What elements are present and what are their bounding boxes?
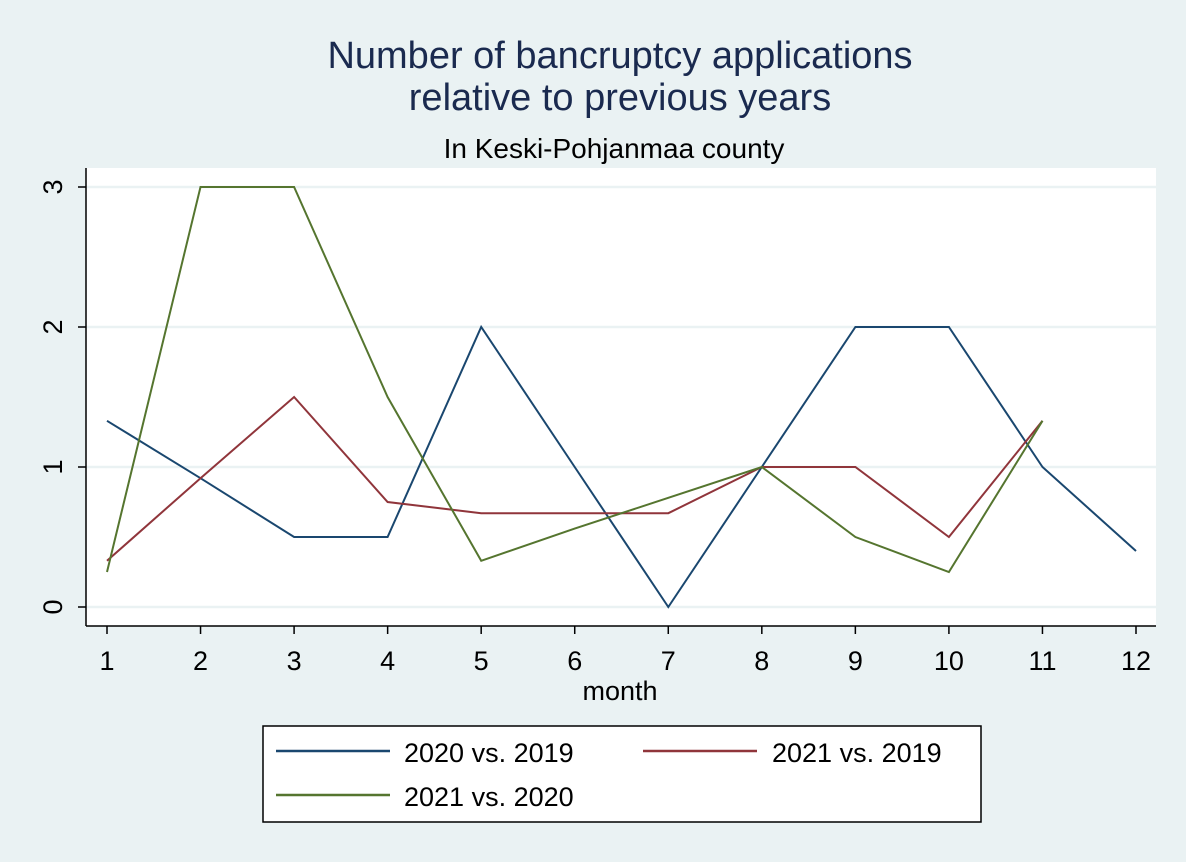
legend: 2020 vs. 2019 2021 vs. 2019 2021 vs. 202…: [262, 725, 982, 823]
x-tick-label-2: 2: [193, 646, 208, 676]
legend-box: [262, 725, 982, 823]
x-axis-title: month: [582, 676, 657, 706]
y-tick-label-1: 1: [38, 459, 68, 474]
y-tick-label-0: 0: [38, 599, 68, 614]
legend-label-2020-vs-2019: 2020 vs. 2019: [404, 738, 574, 768]
x-tick-label-4: 4: [380, 646, 395, 676]
series-line-2021-vs-2020: [106, 186, 1044, 574]
x-tick-label-5: 5: [474, 646, 489, 676]
x-tick-label-12: 12: [1121, 646, 1151, 676]
x-tick-label-9: 9: [848, 646, 863, 676]
plot-area: [86, 168, 1156, 626]
x-tick-label-1: 1: [99, 646, 114, 676]
y-tick-label-3: 3: [38, 179, 68, 194]
x-tick-label-8: 8: [754, 646, 769, 676]
legend-label-2021-vs-2020: 2021 vs. 2020: [404, 782, 574, 812]
x-tick-label-6: 6: [567, 646, 582, 676]
chart-subtitle: In Keski-Pohjanmaa county: [444, 133, 785, 164]
x-tick-label-10: 10: [934, 646, 964, 676]
x-tick-label-7: 7: [661, 646, 676, 676]
series-line-2020-vs-2019: [106, 324, 1137, 609]
x-tick-label-11: 11: [1028, 646, 1056, 676]
chart-title-line-1: Number of bancruptcy applications: [327, 35, 912, 77]
y-tick-label-2: 2: [38, 319, 68, 334]
legend-label-2021-vs-2019: 2021 vs. 2019: [772, 738, 942, 768]
x-tick-label-3: 3: [287, 646, 302, 676]
series-line-2021-vs-2019: [106, 395, 1044, 562]
series-lines: [106, 186, 1137, 609]
chart-title-line-2: relative to previous years: [409, 77, 831, 119]
